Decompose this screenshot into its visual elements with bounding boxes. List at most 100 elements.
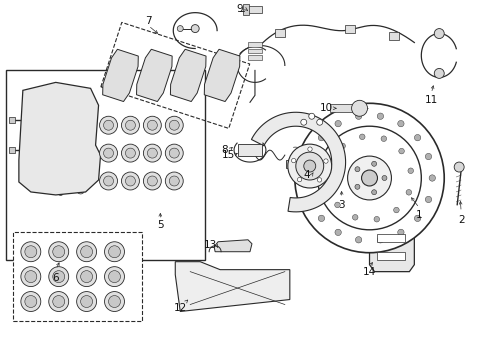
Bar	[248, 49, 262, 54]
Text: 5: 5	[157, 220, 164, 230]
Polygon shape	[137, 49, 172, 102]
Circle shape	[454, 162, 464, 172]
Circle shape	[399, 148, 404, 154]
Circle shape	[296, 152, 324, 180]
Circle shape	[147, 120, 157, 130]
Circle shape	[355, 184, 360, 189]
Bar	[377, 234, 405, 242]
Circle shape	[191, 24, 199, 32]
Circle shape	[144, 144, 161, 162]
Circle shape	[104, 242, 124, 262]
Polygon shape	[175, 262, 290, 311]
Circle shape	[352, 100, 368, 116]
Circle shape	[297, 177, 302, 182]
Circle shape	[108, 246, 121, 258]
Circle shape	[53, 296, 65, 307]
Circle shape	[25, 296, 37, 307]
Text: 7: 7	[145, 15, 152, 26]
Circle shape	[35, 181, 43, 189]
Circle shape	[308, 147, 312, 151]
Circle shape	[169, 176, 179, 186]
Bar	[390, 32, 399, 40]
Circle shape	[382, 176, 387, 180]
Circle shape	[108, 271, 121, 283]
Circle shape	[125, 120, 135, 130]
Circle shape	[309, 113, 315, 119]
Circle shape	[21, 267, 41, 287]
Circle shape	[104, 267, 124, 287]
Circle shape	[335, 121, 342, 127]
Circle shape	[425, 196, 432, 203]
Circle shape	[99, 144, 118, 162]
Circle shape	[360, 134, 365, 140]
Circle shape	[335, 202, 340, 208]
Bar	[275, 28, 285, 37]
Circle shape	[304, 175, 310, 181]
Circle shape	[122, 144, 140, 162]
Text: 15: 15	[221, 150, 235, 160]
Circle shape	[53, 246, 65, 258]
Circle shape	[76, 267, 97, 287]
Bar	[9, 147, 15, 153]
Circle shape	[371, 190, 377, 195]
Text: 6: 6	[52, 273, 59, 283]
Bar	[344, 24, 355, 32]
Circle shape	[21, 292, 41, 311]
Circle shape	[69, 184, 76, 190]
Circle shape	[144, 116, 161, 134]
Circle shape	[327, 161, 333, 166]
Circle shape	[415, 215, 421, 221]
Circle shape	[335, 229, 342, 235]
Circle shape	[307, 196, 314, 203]
Polygon shape	[369, 225, 415, 272]
Circle shape	[21, 242, 41, 262]
Circle shape	[377, 113, 384, 120]
Circle shape	[371, 161, 377, 166]
Polygon shape	[19, 82, 100, 195]
Text: 1: 1	[416, 210, 423, 220]
Circle shape	[381, 136, 387, 141]
Circle shape	[76, 292, 97, 311]
Circle shape	[122, 116, 140, 134]
Circle shape	[377, 237, 384, 243]
Circle shape	[57, 181, 65, 189]
Circle shape	[49, 292, 69, 311]
Circle shape	[169, 148, 179, 158]
Text: 14: 14	[363, 267, 376, 276]
Bar	[13, 232, 143, 321]
Circle shape	[147, 148, 157, 158]
Circle shape	[144, 172, 161, 190]
Polygon shape	[251, 112, 345, 212]
Circle shape	[165, 172, 183, 190]
Circle shape	[362, 170, 377, 186]
Circle shape	[103, 176, 114, 186]
Circle shape	[318, 135, 325, 141]
Circle shape	[434, 68, 444, 78]
Circle shape	[125, 148, 135, 158]
Circle shape	[46, 106, 58, 118]
Circle shape	[374, 216, 380, 222]
Text: 11: 11	[425, 95, 438, 105]
Circle shape	[125, 176, 135, 186]
Circle shape	[355, 113, 362, 120]
Text: 3: 3	[338, 200, 345, 210]
Circle shape	[406, 189, 412, 195]
Text: 10: 10	[320, 103, 333, 113]
Circle shape	[398, 121, 404, 127]
Circle shape	[25, 246, 37, 258]
Circle shape	[177, 26, 183, 32]
Circle shape	[355, 167, 360, 172]
Circle shape	[318, 126, 421, 230]
Circle shape	[81, 296, 93, 307]
Circle shape	[25, 271, 37, 283]
Circle shape	[393, 207, 399, 213]
Circle shape	[76, 186, 85, 194]
Bar	[248, 41, 262, 46]
Text: 12: 12	[173, 302, 187, 312]
Circle shape	[147, 176, 157, 186]
Circle shape	[318, 215, 325, 221]
Circle shape	[318, 178, 322, 182]
Circle shape	[325, 183, 331, 188]
Circle shape	[122, 172, 140, 190]
Text: 9: 9	[237, 4, 244, 14]
